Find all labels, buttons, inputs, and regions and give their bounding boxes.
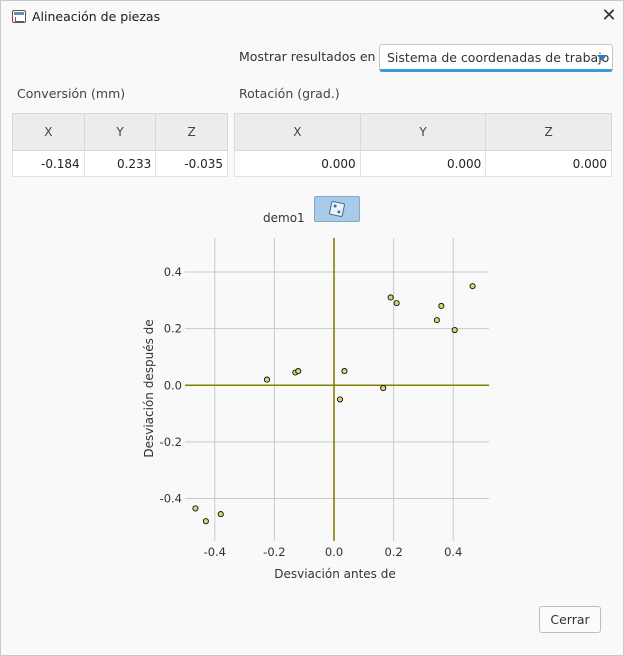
data-point [387,294,394,301]
y-tick-label: 0.4 [164,265,182,279]
rotation-x-value[interactable]: 0.000 [234,150,361,177]
x-tick-label: 0.0 [325,545,343,559]
translation-label: Conversión (mm) [17,86,126,101]
y-tick-label: 0.2 [164,322,182,336]
series-toggle-button[interactable] [314,196,360,222]
title-bar: Alineación de piezas ✕ [1,1,623,33]
table-row: -0.184 0.233 -0.035 [12,150,228,177]
chevron-down-icon[interactable] [597,55,607,61]
rotation-y-value[interactable]: 0.000 [359,150,487,177]
data-point [393,300,400,307]
data-point [336,396,344,403]
x-tick-label: -0.4 [204,545,226,559]
x-tick-label: 0.2 [384,545,402,559]
translation-x-value[interactable]: -0.184 [12,150,85,177]
data-point [202,518,209,525]
translation-table: X Y Z -0.184 0.233 -0.035 [12,113,228,177]
translation-z-value[interactable]: -0.035 [155,150,228,177]
table-row: 0.000 0.000 0.000 [234,150,612,177]
close-icon[interactable]: ✕ [601,5,617,26]
y-tick-label: 0.0 [164,378,182,392]
app-icon [12,10,26,23]
window-title: Alineación de piezas [32,9,161,24]
data-point [433,317,440,324]
data-point [469,283,476,290]
y-tick-label: -0.2 [160,435,182,449]
translation-y-value[interactable]: 0.233 [83,150,157,177]
coordinate-system-value: Sistema de coordenadas de trabajo [387,50,610,65]
data-point [295,368,302,375]
series-label: demo1 [263,211,305,225]
x-tick-label: -0.2 [263,545,285,559]
x-axis-label: Desviación antes de [274,567,395,581]
x-tick-label: 0.4 [444,545,462,559]
rotation-table: X Y Z 0.000 0.000 0.000 [234,113,612,177]
rotation-label: Rotación (grad.) [239,86,340,101]
data-point [341,368,348,375]
y-tick-label: -0.4 [160,492,182,506]
data-point [192,505,199,512]
table-header-row: X Y Z [234,113,612,151]
data-point [451,326,458,334]
data-point [263,376,271,383]
data-point [380,385,387,392]
cerrar-button[interactable]: Cerrar [539,606,601,633]
data-point [217,511,224,518]
coordinate-system-select[interactable]: Sistema de coordenadas de trabajo [379,44,613,72]
column-header-z: Z [485,113,612,151]
column-header-x: X [12,113,85,151]
y-axis-label: Desviación después de [142,319,156,457]
data-point [438,302,445,310]
rotation-z-value[interactable]: 0.000 [485,150,612,177]
column-header-y: Y [359,113,487,151]
display-label: Mostrar resultados en [239,49,376,64]
